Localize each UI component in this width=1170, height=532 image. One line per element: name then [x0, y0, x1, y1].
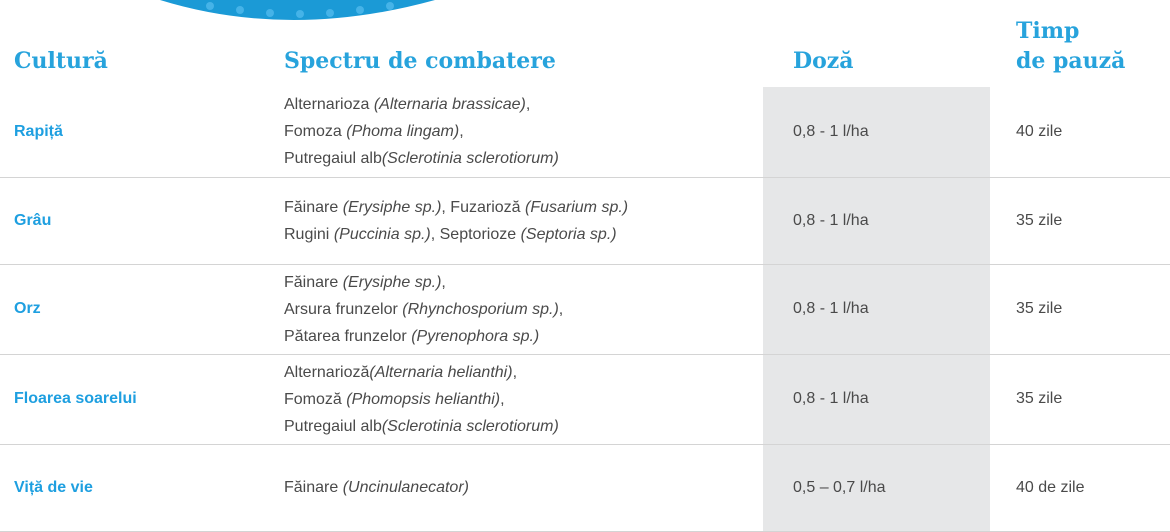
spectrum-segment: Făinare — [284, 198, 343, 216]
spectrum-line: Alternarioză(Alternaria helianthi), — [284, 364, 517, 382]
spectrum-line: Pătarea frunzelor (Pyrenophora sp.) — [284, 328, 539, 346]
crop-name: Viță de vie — [14, 478, 93, 496]
spectrum-line: Făinare (Erysiphe sp.), Fuzarioză (Fusar… — [284, 199, 628, 217]
spectrum-segment: (Erysiphe sp.) — [342, 273, 442, 291]
spectrum-segment: (Septoria sp.) — [520, 225, 617, 243]
spectrum-line: Făinare (Uncinulanecator) — [284, 479, 469, 497]
spectrum-segment: (Pyrenophora sp.) — [411, 327, 540, 345]
row-separator — [0, 264, 1170, 265]
crop-name: Orz — [14, 300, 41, 317]
crop-name: Grâu — [14, 211, 52, 229]
spectrum-segment: (Uncinulanecator) — [342, 479, 469, 496]
spectrum-segment: (Rhynchosporium sp.) — [402, 300, 559, 318]
spectrum-line: Putregaiul alb(Sclerotinia sclerotiorum) — [284, 418, 559, 436]
dose-column-bg — [763, 87, 990, 532]
spectrum-line: Alternarioza (Alternaria brassicae), — [284, 96, 530, 114]
header-crop: Cultură — [14, 48, 108, 74]
spectrum-segment: , Fuzarioză — [441, 198, 525, 216]
spectrum-segment: Alternarioza — [284, 96, 374, 113]
spectrum-segment: Putregaiul alb — [284, 417, 382, 435]
spectrum-segment: , — [558, 300, 564, 318]
interval: 35 zile — [1016, 211, 1063, 229]
row-separator — [0, 444, 1170, 445]
spectrum-segment: Fomoza — [284, 123, 347, 140]
spectrum-segment: Rugini — [284, 225, 334, 243]
row-separator — [0, 354, 1170, 355]
spectrum-segment: (Phomopsis helianthi) — [346, 390, 501, 408]
spectrum-segment: (Sclerotinia sclerotiorum) — [381, 150, 559, 167]
spectrum-line: Fomoză (Phomopsis helianthi), — [284, 391, 505, 409]
decor-blob — [160, 0, 435, 20]
spectrum-segment: , Septorioze — [430, 225, 521, 243]
spectrum-segment: (Sclerotinia sclerotiorum) — [381, 417, 559, 435]
spectrum-segment: (Fusarium sp.) — [525, 198, 629, 216]
spectrum-segment: (Erysiphe sp.) — [342, 198, 442, 216]
spectrum-segment: Putregaiul alb — [284, 150, 382, 167]
header-interval: Timp — [1016, 18, 1080, 44]
spectrum-line: Rugini (Puccinia sp.), Septorioze (Septo… — [284, 226, 617, 244]
header-dose: Doză — [793, 48, 854, 74]
spectrum-segment: , — [441, 273, 446, 291]
interval: 40 de zile — [1016, 478, 1085, 496]
dose: 0,8 - 1 l/ha — [793, 390, 869, 407]
spectrum-line: Fomoza (Phoma lingam), — [284, 123, 464, 141]
interval: 40 zile — [1016, 122, 1063, 140]
spectrum-line: Putregaiul alb(Sclerotinia sclerotiorum) — [284, 150, 559, 168]
interval: 35 zile — [1016, 300, 1063, 317]
spectrum-segment: Arsura frunzelor — [284, 300, 403, 318]
header-spectrum: Spectru de combatere — [284, 48, 556, 74]
spectrum-segment: (Alternaria helianthi) — [369, 363, 513, 381]
spectrum-segment: Pătarea frunzelor — [284, 327, 412, 345]
spectrum-line: Arsura frunzelor (Rhynchosporium sp.), — [284, 301, 563, 319]
dose: 0,8 - 1 l/ha — [793, 300, 869, 317]
spectrum-segment: , — [459, 123, 464, 140]
spectrum-segment: , — [512, 363, 518, 381]
spectrum-segment: Fomoză — [284, 390, 347, 408]
row-separator — [0, 177, 1170, 178]
dose: 0,5 – 0,7 l/ha — [793, 478, 886, 496]
spectrum-line: Făinare (Erysiphe sp.), — [284, 274, 446, 292]
spectrum-segment: Alternarioză — [284, 363, 370, 381]
spectrum-segment: (Phoma lingam) — [346, 123, 460, 140]
crop-name: Rapiță — [14, 122, 63, 140]
dose: 0,8 - 1 l/ha — [793, 211, 869, 229]
spectrum-segment: , — [500, 390, 505, 408]
spectrum-segment: (Puccinia sp.) — [333, 225, 431, 243]
crop-name: Floarea soarelui — [14, 390, 137, 407]
dose: 0,8 - 1 l/ha — [793, 122, 869, 140]
header-interval: de pauză — [1016, 48, 1126, 74]
spectrum-segment: (Alternaria brassicae) — [373, 96, 526, 113]
spectrum-segment: Făinare — [284, 273, 343, 291]
interval: 35 zile — [1016, 390, 1063, 407]
spectrum-segment: Făinare — [284, 479, 343, 496]
spectrum-segment: , — [525, 96, 531, 113]
